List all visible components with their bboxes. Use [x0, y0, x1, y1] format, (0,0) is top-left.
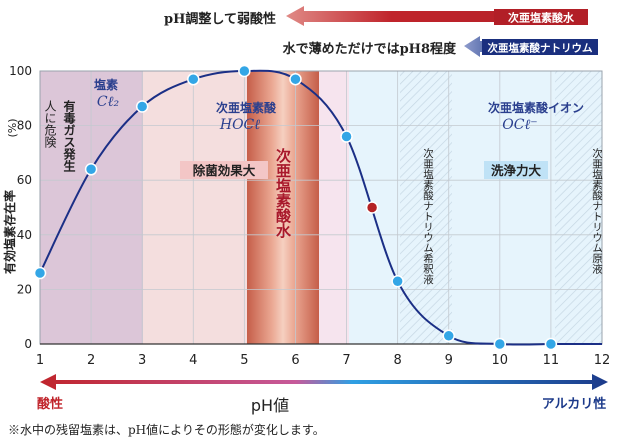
- x-tick-label: 6: [291, 353, 299, 368]
- x-tick-label: 3: [138, 353, 146, 368]
- x-tick-label: 10: [492, 353, 509, 368]
- x-axis-label: pH値: [251, 396, 289, 415]
- data-point: [442, 329, 455, 343]
- cl2-formula: Cℓ₂: [97, 94, 120, 110]
- header-row1-text: pH調整して弱酸性: [164, 11, 276, 27]
- y-tick-label: 20: [17, 282, 32, 296]
- hocl-name: 次亜塩素酸: [216, 100, 277, 115]
- region-hocl-band: [247, 71, 319, 344]
- x-tick-label: 5: [240, 353, 248, 368]
- danger-col2: 有毒ガス発生: [62, 99, 76, 173]
- dilute-label: 次亜塩素酸ナトリウム希釈液: [422, 147, 434, 285]
- band-label: 次亜塩素酸水: [274, 147, 292, 239]
- data-point: [391, 274, 404, 288]
- y-tick-label: 60: [17, 173, 32, 187]
- data-point: [544, 337, 558, 351]
- header-row1-badge-text: 次亜塩素酸水: [508, 11, 575, 25]
- alkali-label: アルカリ性: [542, 396, 606, 412]
- x-tick-label: 4: [189, 353, 197, 368]
- data-point: [187, 72, 200, 86]
- y-tick-label: 0: [24, 337, 32, 351]
- y-tick-label: 80: [17, 119, 32, 133]
- ocl-name: 次亜塩素酸イオン: [488, 100, 584, 115]
- x-tick-labels: 1 2 3 4 5 6 7 8 9 10 11 12: [36, 353, 610, 368]
- cl2-name: 塩素: [94, 77, 118, 92]
- y-tick-label: 40: [17, 228, 32, 242]
- sterilize-box: [180, 161, 268, 179]
- header-row1-badge: [494, 9, 588, 25]
- y-tick-label: 100: [9, 64, 32, 78]
- data-point: [340, 130, 353, 143]
- y-axis-label: 有効塩素存在率: [2, 190, 17, 274]
- header-row2-text: 水で薄めただけではpH8程度: [283, 41, 457, 57]
- footnote: ※水中の残留塩素は、pH値によりその形態が変化します。: [8, 422, 325, 437]
- y-tick-labels: 0 20 40 60 80 100: [9, 64, 32, 351]
- ph-gradient-arrow: [40, 374, 608, 390]
- data-point: [238, 64, 251, 78]
- x-tick-label: 11: [543, 353, 560, 368]
- data-point: [289, 72, 302, 86]
- original-label: 次亜塩素酸ナトリウム原液: [591, 147, 603, 275]
- clean-box-text: 洗浄力大: [491, 163, 542, 178]
- sterilize-box-text: 除菌効果大: [193, 163, 256, 178]
- ocl-formula: OCℓ⁻: [502, 117, 537, 133]
- data-point: [493, 337, 507, 351]
- x-tick-label: 8: [393, 353, 401, 368]
- data-point: [33, 266, 47, 280]
- region-light-pink: [319, 71, 349, 344]
- highlight-point: [365, 201, 379, 214]
- x-tick-label: 7: [342, 353, 350, 368]
- header: pH調整して弱酸性 次亜塩素酸水 水で薄めただけではpH8程度 次亜塩素酸ナトリ…: [164, 6, 598, 57]
- x-tick-label: 9: [445, 353, 453, 368]
- y-unit: (%): [6, 118, 19, 137]
- acid-label: 酸性: [37, 396, 63, 412]
- x-tick-label: 1: [36, 353, 44, 368]
- header-row2-badge: [482, 39, 598, 55]
- hocl-formula: HOCℓ: [219, 117, 260, 133]
- header-row2-badge-text: 次亜塩素酸ナトリウム: [488, 42, 593, 55]
- annotations: 塩素 Cℓ₂ 人に危険 有毒ガス発生 次亜塩素酸 HOCℓ 除菌効果大 次亜塩素…: [43, 77, 603, 285]
- clean-box: [484, 161, 548, 179]
- x-tick-label: 2: [87, 353, 95, 368]
- data-point: [135, 100, 149, 113]
- x-tick-label: 12: [594, 353, 611, 368]
- curve-markers: [33, 64, 558, 351]
- data-point: [84, 163, 98, 176]
- ph-arrow: 酸性 pH値 アルカリ性: [37, 374, 608, 415]
- region-hatch-original: [555, 71, 602, 344]
- region-purple-zone: [40, 71, 143, 344]
- danger-col1: 人に危険: [43, 100, 57, 149]
